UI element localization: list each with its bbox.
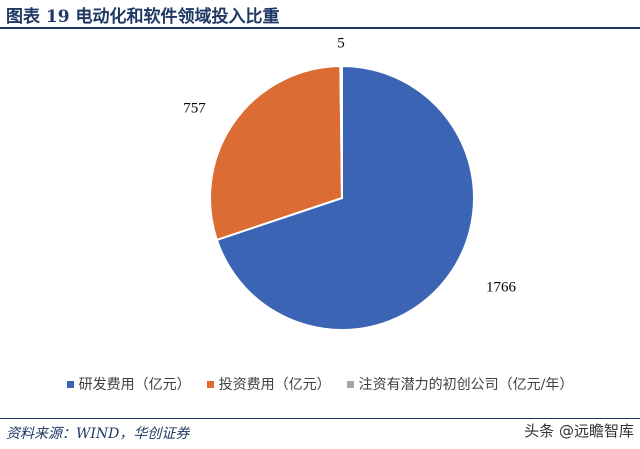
pie-slice-startup (339, 64, 343, 199)
title-divider (0, 27, 640, 29)
source-note: 资料来源：WIND，华创证券 (6, 426, 190, 442)
legend-swatch-investment (206, 380, 214, 388)
pie-slice-rd (215, 64, 475, 331)
watermark: 头条 @远瞻智库 (524, 422, 634, 440)
footer-divider (0, 418, 640, 419)
legend-swatch-rd (66, 380, 74, 388)
pie-slice-investment (209, 64, 344, 242)
data-label-startup: 5 (337, 35, 345, 51)
pie-slices (209, 64, 475, 331)
pie-data-labels: 1766 757 5 (183, 35, 516, 295)
legend-swatch-startup (346, 380, 354, 388)
pie-chart: 1766 757 5 (183, 35, 516, 331)
legend-label-investment: 投资费用（亿元） (218, 377, 331, 393)
legend-item-rd: 研发费用（亿元） (66, 374, 191, 394)
legend-item-startup: 注资有潜力的初创公司（亿元/年） (346, 374, 574, 394)
legend-label-startup: 注资有潜力的初创公司（亿元/年） (358, 377, 574, 393)
chart-legend: 研发费用（亿元） 投资费用（亿元） 注资有潜力的初创公司（亿元/年） (0, 374, 640, 394)
data-label-rd: 1766 (486, 279, 517, 295)
data-label-investment: 757 (183, 100, 206, 116)
legend-item-investment: 投资费用（亿元） (206, 374, 331, 394)
legend-label-rd: 研发费用（亿元） (78, 377, 191, 393)
chart-title: 图表 19 电动化和软件领域投入比重 (6, 7, 280, 27)
